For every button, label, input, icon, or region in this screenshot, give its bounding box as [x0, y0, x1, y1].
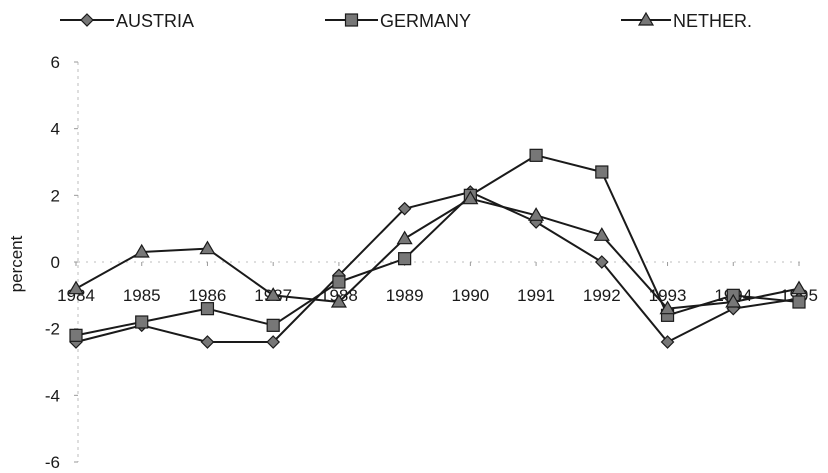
y-axis: 6 4 2 0 -2 -4 -6 — [45, 53, 79, 472]
data-point-austria — [200, 335, 215, 349]
data-point-nether — [199, 240, 216, 255]
data-point-austria — [594, 255, 609, 269]
y-tick-label: 0 — [51, 253, 60, 272]
data-point-nether — [528, 207, 545, 221]
data-point-nether — [396, 230, 413, 245]
y-tick-label: 6 — [51, 53, 60, 72]
chart-legend: AUSTRIA GERMANY NETHER. — [60, 11, 752, 31]
series-line-austria — [75, 191, 800, 343]
data-point-germany — [529, 148, 543, 162]
legend-item-germany: GERMANY — [325, 11, 471, 31]
data-point-germany — [332, 275, 346, 289]
data-point-austria — [266, 335, 281, 349]
data-point-nether — [330, 293, 347, 308]
data-point-germany — [792, 295, 806, 309]
data-point-germany — [266, 318, 280, 332]
legend-marker-square — [344, 13, 359, 27]
series-germany — [69, 148, 806, 342]
x-tick-label: 1985 — [123, 286, 161, 305]
data-point-austria — [397, 201, 412, 216]
x-axis: 1984198519861987198819891990199119921993… — [57, 261, 818, 305]
legend-item-austria: AUSTRIA — [60, 11, 194, 31]
legend-label: AUSTRIA — [116, 11, 194, 31]
x-tick-label: 1992 — [583, 286, 621, 305]
legend-marker-triangle — [637, 11, 655, 26]
data-point-nether — [133, 243, 150, 258]
x-tick-label: 1993 — [649, 286, 687, 305]
data-point-nether — [67, 280, 85, 295]
y-tick-label: 4 — [51, 120, 60, 139]
y-tick-label: -6 — [45, 453, 60, 472]
x-tick-label: 1984 — [57, 286, 95, 305]
data-point-nether — [790, 280, 808, 295]
data-point-germany — [69, 328, 83, 342]
x-tick-label: 1989 — [386, 286, 424, 305]
y-tick-label: -4 — [45, 386, 60, 405]
data-point-nether — [462, 190, 479, 205]
y-tick-label: 2 — [51, 186, 60, 205]
data-point-germany — [398, 252, 412, 266]
data-point-nether — [725, 293, 742, 308]
x-tick-label: 1986 — [189, 286, 227, 305]
y-axis-title: percent — [7, 235, 26, 292]
data-point-austria — [660, 335, 675, 349]
series-layer — [67, 148, 808, 349]
series-nether — [67, 190, 808, 315]
legend-label: NETHER. — [673, 11, 752, 31]
data-point-nether — [265, 287, 282, 301]
data-point-germany — [595, 165, 609, 179]
legend-item-nether: NETHER. — [621, 11, 752, 31]
y-tick-label: -2 — [45, 320, 60, 339]
x-tick-label: 1990 — [451, 286, 489, 305]
data-point-germany — [135, 315, 149, 329]
data-point-nether — [593, 227, 610, 241]
x-tick-label: 1991 — [517, 286, 555, 305]
legend-label: GERMANY — [380, 11, 471, 31]
series-line-nether — [75, 197, 800, 310]
data-point-nether — [659, 300, 676, 315]
legend-marker-diamond — [80, 13, 94, 27]
series-austria — [69, 185, 806, 349]
series-line-germany — [75, 154, 800, 337]
data-point-germany — [200, 302, 215, 316]
